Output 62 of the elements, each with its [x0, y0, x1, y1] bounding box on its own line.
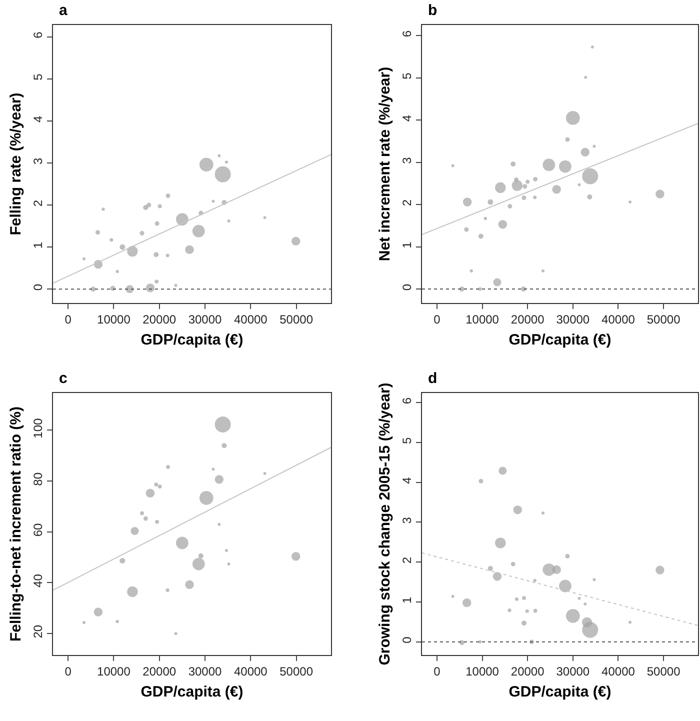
- y-tick-label: 6: [400, 397, 414, 404]
- y-axis-title: Growing stock change 2005-15 (%/year): [376, 382, 394, 666]
- y-tick-label: 5: [31, 73, 46, 80]
- y-tick-label: 2: [31, 200, 46, 207]
- y-tick-label: 40: [31, 574, 46, 588]
- x-tick-label: 40000: [602, 664, 636, 678]
- x-tick-label: 0: [434, 664, 441, 678]
- y-tick-label: 60: [31, 522, 46, 537]
- x-tick-label: 40000: [234, 664, 268, 678]
- x-tick-label: 20000: [510, 664, 545, 678]
- y-tick-label: 2: [400, 199, 414, 206]
- x-axis-title: GDP/capita (€): [508, 331, 612, 348]
- x-tick-label: 40000: [234, 312, 268, 326]
- x-tick-label: 0: [64, 312, 72, 326]
- y-tick-label: 1: [400, 596, 414, 604]
- y-axis-title: Felling rate (%/year): [7, 92, 24, 236]
- y-axis-title: Net increment rate (%/year): [376, 66, 394, 262]
- x-tick-label: 30000: [556, 312, 590, 326]
- x-tick-label: 20000: [142, 664, 176, 678]
- y-axis-title: Felling-to-net increment ratio (%): [7, 406, 24, 642]
- y-tick-label: 1: [31, 242, 46, 249]
- x-tick-label: 50000: [646, 664, 681, 678]
- y-tick-label: 1: [400, 241, 414, 248]
- y-tick-label: 4: [400, 114, 414, 122]
- chart-title: c: [59, 370, 68, 387]
- y-tick-label: 4: [400, 476, 414, 484]
- x-axis-title: GDP/capita (€): [140, 331, 244, 348]
- x-tick-label: 10000: [466, 312, 500, 326]
- x-tick-label: 20000: [142, 312, 176, 326]
- y-tick-label: 0: [400, 636, 414, 644]
- x-tick-label: 30000: [188, 664, 222, 678]
- y-tick-label: 6: [400, 30, 414, 38]
- y-tick-label: 0: [31, 284, 46, 291]
- x-tick-label: 50000: [646, 312, 681, 326]
- chart-title: d: [428, 370, 438, 387]
- x-tick-label: 0: [434, 312, 441, 326]
- x-tick-label: 30000: [556, 664, 590, 678]
- x-tick-label: 20000: [510, 312, 545, 326]
- y-tick-label: 80: [31, 472, 46, 486]
- y-tick-label: 20: [31, 624, 46, 638]
- y-tick-label: 3: [400, 516, 414, 524]
- x-axis-title: GDP/capita (€): [140, 683, 244, 700]
- x-tick-label: 40000: [602, 312, 636, 326]
- x-tick-label: 10000: [466, 664, 500, 678]
- y-tick-label: 6: [31, 31, 46, 38]
- x-tick-label: 50000: [280, 312, 314, 326]
- y-tick-label: 4: [31, 115, 46, 122]
- y-tick-label: 3: [400, 156, 414, 164]
- x-tick-label: 10000: [97, 312, 131, 326]
- chart-title: a: [59, 2, 68, 19]
- x-axis-title: GDP/capita (€): [508, 683, 612, 700]
- x-tick-label: 0: [64, 664, 72, 678]
- y-tick-label: 5: [400, 72, 414, 80]
- y-tick-label: 2: [400, 556, 414, 564]
- chart-title: b: [428, 2, 438, 19]
- y-tick-label: 5: [400, 436, 414, 444]
- y-tick-label: 0: [400, 284, 414, 291]
- x-tick-label: 30000: [188, 312, 222, 326]
- y-tick-label: 3: [31, 157, 46, 164]
- x-tick-label: 50000: [280, 664, 314, 678]
- y-tick-label: 100: [31, 418, 46, 438]
- x-tick-label: 10000: [97, 664, 131, 678]
